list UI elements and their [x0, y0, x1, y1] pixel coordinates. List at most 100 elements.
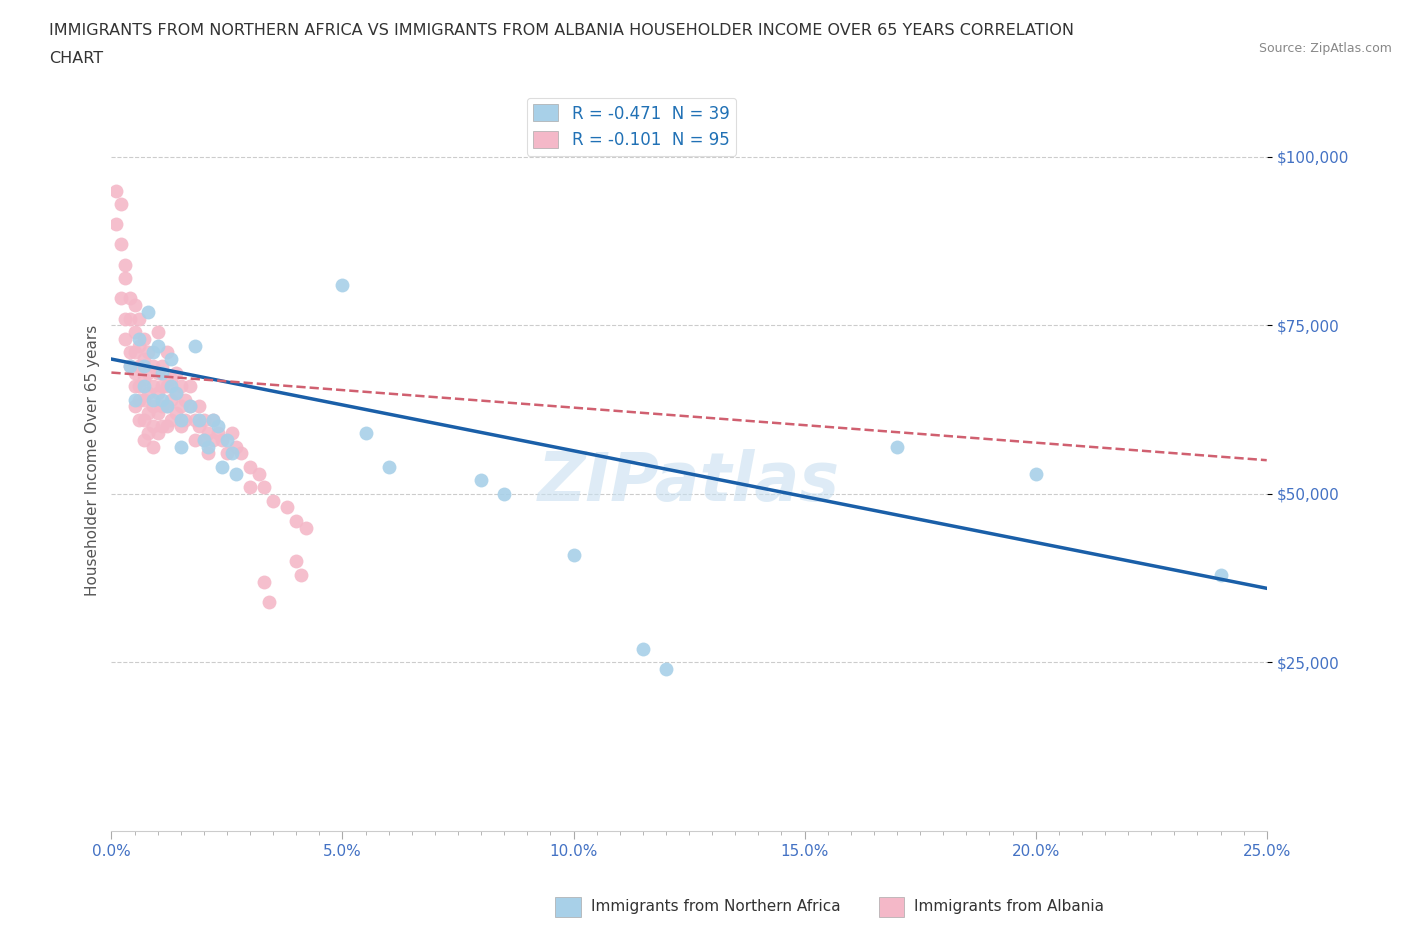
- Point: [253, 480, 276, 495]
- Point: [197, 446, 219, 461]
- Text: Source: ZipAtlas.com: Source: ZipAtlas.com: [1258, 42, 1392, 55]
- Text: IMMIGRANTS FROM NORTHERN AFRICA VS IMMIGRANTS FROM ALBANIA HOUSEHOLDER INCOME OV: IMMIGRANTS FROM NORTHERN AFRICA VS IMMIG…: [49, 23, 1074, 38]
- Point: [202, 412, 225, 427]
- Point: [146, 325, 169, 339]
- Text: Immigrants from Albania: Immigrants from Albania: [914, 899, 1104, 914]
- Point: [114, 331, 136, 346]
- Point: [132, 392, 155, 407]
- Point: [886, 439, 908, 454]
- Point: [128, 312, 150, 326]
- Point: [174, 392, 197, 407]
- Point: [188, 412, 211, 427]
- Point: [114, 312, 136, 326]
- Y-axis label: Householder Income Over 65 years: Householder Income Over 65 years: [86, 325, 100, 596]
- Point: [142, 379, 165, 393]
- Point: [138, 345, 160, 360]
- Text: ZIPatlas: ZIPatlas: [538, 449, 839, 515]
- Point: [150, 358, 173, 373]
- Point: [118, 291, 141, 306]
- Point: [170, 379, 193, 393]
- Point: [138, 405, 160, 420]
- Point: [239, 459, 262, 474]
- Point: [146, 405, 169, 420]
- Point: [156, 345, 179, 360]
- Point: [142, 345, 165, 360]
- Point: [215, 432, 238, 447]
- Point: [207, 419, 229, 434]
- Point: [229, 446, 252, 461]
- Point: [142, 399, 165, 414]
- Point: [160, 392, 183, 407]
- Point: [150, 365, 173, 380]
- Point: [128, 379, 150, 393]
- Point: [110, 196, 132, 211]
- Point: [188, 419, 211, 434]
- Point: [225, 466, 247, 481]
- Point: [142, 358, 165, 373]
- Point: [211, 459, 233, 474]
- Point: [114, 258, 136, 272]
- Point: [257, 594, 280, 609]
- Point: [290, 567, 312, 582]
- Point: [110, 237, 132, 252]
- Point: [211, 432, 233, 447]
- Point: [631, 642, 654, 657]
- Point: [124, 298, 146, 312]
- Point: [494, 486, 516, 501]
- Point: [354, 426, 377, 441]
- Point: [132, 412, 155, 427]
- Point: [170, 399, 193, 414]
- Point: [142, 392, 165, 407]
- Point: [179, 379, 201, 393]
- Point: [132, 379, 155, 393]
- Point: [132, 331, 155, 346]
- Point: [146, 339, 169, 353]
- Point: [160, 379, 183, 393]
- Point: [165, 385, 187, 400]
- Point: [118, 358, 141, 373]
- Point: [118, 312, 141, 326]
- Point: [160, 372, 183, 387]
- Point: [110, 291, 132, 306]
- Point: [132, 352, 155, 366]
- Point: [276, 500, 298, 515]
- Point: [124, 325, 146, 339]
- Point: [285, 513, 308, 528]
- Point: [179, 399, 201, 414]
- Point: [132, 358, 155, 373]
- Point: [470, 473, 492, 488]
- Point: [146, 426, 169, 441]
- Point: [247, 466, 270, 481]
- Point: [221, 446, 243, 461]
- Point: [170, 419, 193, 434]
- Point: [193, 432, 215, 447]
- Point: [118, 358, 141, 373]
- Point: [138, 385, 160, 400]
- Point: [165, 405, 187, 420]
- Point: [128, 392, 150, 407]
- Point: [188, 399, 211, 414]
- Point: [124, 399, 146, 414]
- Point: [225, 439, 247, 454]
- Point: [239, 480, 262, 495]
- Point: [179, 399, 201, 414]
- Point: [156, 399, 179, 414]
- Point: [124, 392, 146, 407]
- Point: [562, 547, 585, 562]
- Point: [124, 379, 146, 393]
- Point: [146, 385, 169, 400]
- Point: [150, 419, 173, 434]
- Point: [193, 412, 215, 427]
- Point: [221, 426, 243, 441]
- Point: [197, 439, 219, 454]
- Point: [165, 385, 187, 400]
- Point: [156, 419, 179, 434]
- Point: [174, 412, 197, 427]
- Point: [138, 304, 160, 319]
- Point: [150, 379, 173, 393]
- Point: [118, 345, 141, 360]
- Point: [105, 183, 128, 198]
- Point: [142, 439, 165, 454]
- Point: [156, 399, 179, 414]
- Point: [183, 432, 205, 447]
